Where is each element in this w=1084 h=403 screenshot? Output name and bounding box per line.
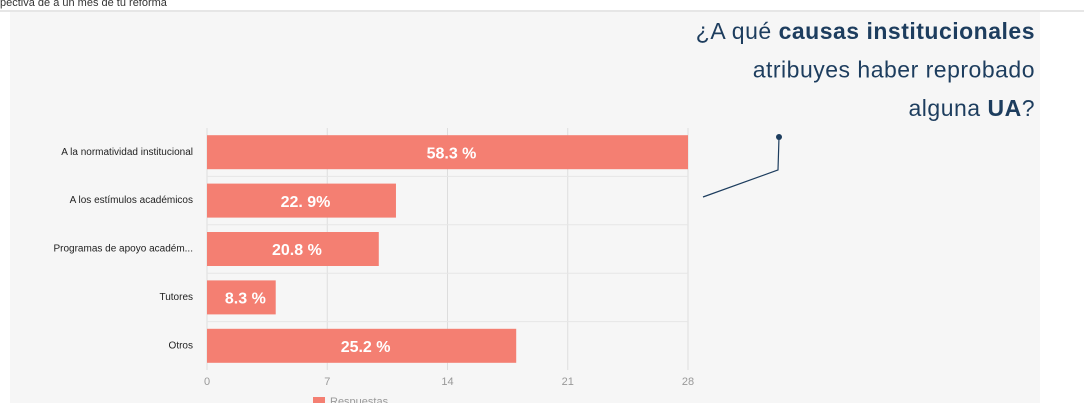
x-tick-label: 14 — [441, 376, 453, 388]
x-tick-label: 7 — [324, 376, 330, 388]
y-tick-label: Otros — [169, 340, 193, 351]
title-line: atribuyes haber reprobado — [753, 57, 1035, 83]
y-tick-label: A la normatividad institucional — [61, 147, 193, 158]
title-line: alguna UA? — [909, 95, 1036, 121]
data-label: 25.2 % — [341, 339, 391, 356]
data-label: 58.3 % — [427, 145, 477, 162]
legend-label: Respuestas — [330, 396, 389, 403]
title-line: ¿A qué causas institucionales — [696, 18, 1035, 44]
title-segment: ¿A qué — [696, 18, 779, 44]
data-label: 20.8 % — [272, 242, 322, 259]
chart-background — [10, 12, 1040, 403]
bar — [207, 328, 517, 363]
bar — [207, 232, 379, 266]
y-tick-label: Tutores — [159, 292, 193, 303]
connector-line — [702, 136, 780, 198]
title-segment: UA — [987, 95, 1021, 121]
bar — [207, 183, 396, 218]
data-label: 22. 9% — [281, 194, 331, 211]
title: ¿A qué causas institucionales atribuyes h… — [696, 18, 1035, 121]
x-tick-label: 28 — [682, 376, 694, 388]
bar — [207, 135, 688, 170]
title-segment: atribuyes haber reprobado — [753, 57, 1035, 83]
title-segment: alguna — [909, 95, 988, 121]
x-tick-label: 0 — [204, 376, 210, 388]
title-segment: ? — [1022, 95, 1035, 121]
data-label: 8.3 % — [225, 291, 266, 308]
y-tick-label: Programas de apoyo académ... — [53, 244, 193, 255]
bar — [207, 280, 276, 315]
y-tick-label: A los estímulos académicos — [70, 195, 193, 206]
header-fragment: pectiva de a un mes de tu reforma — [0, 0, 168, 9]
title-segment: causas institucionales — [779, 18, 1035, 44]
legend-swatch — [313, 397, 325, 403]
x-tick-label: 21 — [562, 376, 574, 388]
